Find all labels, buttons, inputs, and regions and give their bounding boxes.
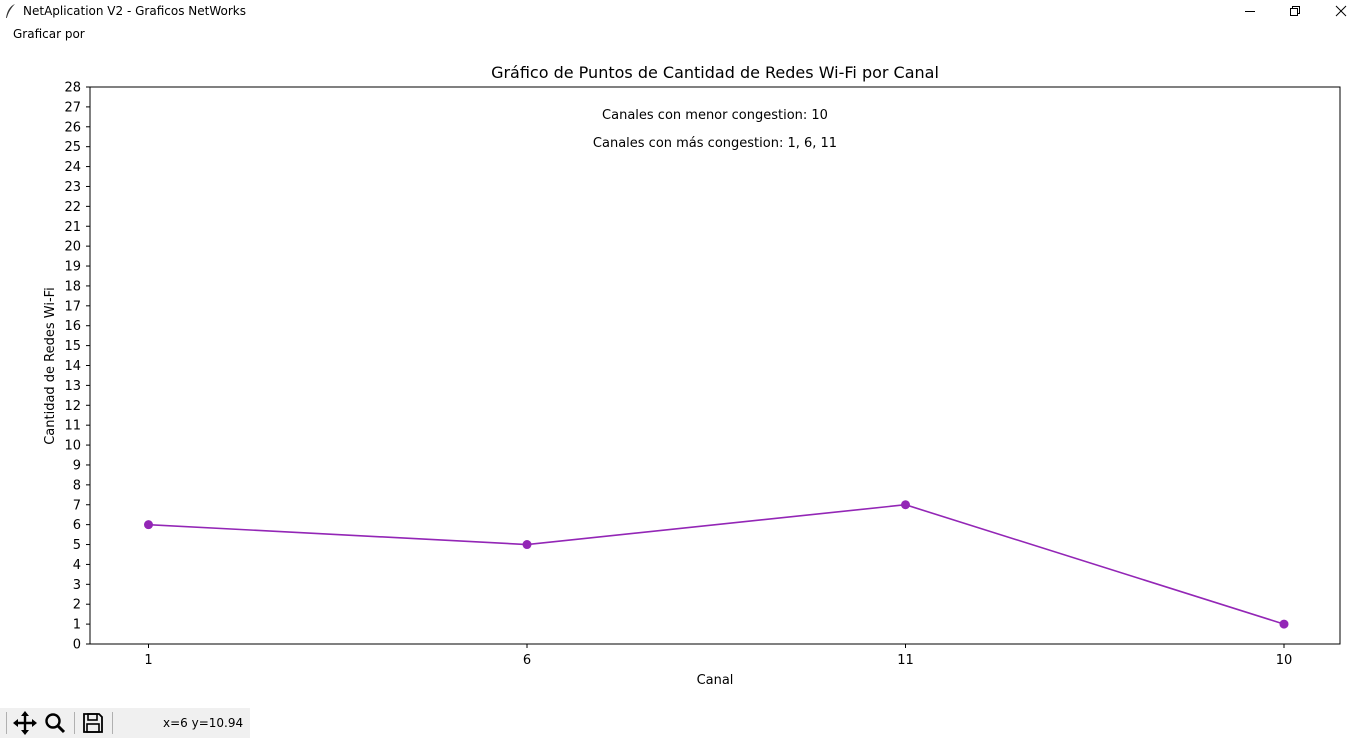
y-tick-label: 5 [73, 538, 81, 553]
x-tick-label: 1 [144, 653, 152, 668]
data-series [144, 500, 1289, 629]
menu-graficar-por[interactable]: Graficar por [13, 27, 85, 41]
zoom-button[interactable] [42, 711, 68, 735]
minimize-button[interactable] [1227, 0, 1273, 22]
toolbar-separator [112, 712, 113, 734]
y-tick-label: 26 [64, 120, 81, 135]
y-tick-label: 13 [64, 379, 81, 394]
y-tick-label: 21 [64, 220, 81, 235]
y-tick-label: 27 [64, 100, 81, 115]
save-icon [83, 713, 103, 733]
y-tick-label: 7 [73, 498, 81, 513]
y-tick-label: 6 [73, 518, 81, 533]
data-point [901, 500, 910, 510]
title-bar: NetAplication V2 - Graficos NetWorks [0, 0, 1366, 22]
y-tick-label: 11 [64, 419, 81, 434]
move-icon [13, 711, 37, 735]
y-tick-label: 19 [64, 260, 81, 275]
toolbar-separator [6, 712, 7, 734]
navigation-toolbar: x=6 y=10.94 [0, 708, 250, 738]
y-tick-label: 3 [73, 578, 81, 593]
cursor-coordinates: x=6 y=10.94 [163, 716, 244, 730]
plot-area [89, 86, 1341, 645]
y-tick-label: 15 [64, 339, 81, 354]
y-tick-label: 1 [73, 618, 81, 633]
data-point [1279, 619, 1289, 629]
feather-icon [6, 4, 15, 19]
menu-bar: Graficar por [0, 22, 1366, 44]
close-button[interactable] [1318, 0, 1364, 22]
series-line [148, 503, 1285, 625]
x-tick-label: 10 [1276, 653, 1293, 668]
y-tick-label: 8 [73, 478, 81, 493]
y-tick-label: 23 [64, 180, 81, 195]
x-tick-label: 6 [523, 653, 531, 668]
zoom-icon [45, 713, 66, 734]
pan-button[interactable] [12, 711, 38, 735]
y-tick-label: 10 [64, 439, 81, 454]
y-tick-label: 24 [64, 160, 81, 175]
y-tick-label: 22 [64, 200, 81, 215]
window-title: NetAplication V2 - Graficos NetWorks [23, 4, 246, 18]
y-tick-label: 9 [73, 458, 81, 473]
x-axis-label: Canal [697, 673, 734, 688]
save-button[interactable] [80, 711, 106, 735]
minimize-icon [1245, 11, 1255, 12]
y-tick-label: 28 [64, 81, 81, 96]
y-tick-label: 14 [64, 359, 81, 374]
chart-title: Gráfico de Puntos de Cantidad de Redes W… [491, 63, 939, 82]
y-tick-label: 16 [64, 319, 81, 334]
x-tick-label: 11 [897, 653, 914, 668]
y-tick-label: 20 [64, 240, 81, 255]
annotation-least-congestion: Canales con menor congestion: 10 [602, 108, 828, 123]
line-chart: Gráfico de Puntos de Cantidad de Redes W… [43, 63, 1341, 688]
y-tick-label: 12 [64, 399, 81, 414]
y-tick-label: 0 [73, 638, 81, 653]
restore-button[interactable] [1272, 0, 1318, 22]
toolbar-separator [74, 712, 75, 734]
y-tick-label: 17 [64, 299, 81, 314]
annotation-most-congestion: Canales con más congestion: 1, 6, 11 [593, 136, 837, 151]
y-axis: 0123456789101112131415161718192021222324… [64, 81, 90, 653]
y-tick-label: 18 [64, 279, 81, 294]
y-tick-label: 2 [73, 598, 81, 613]
y-tick-label: 25 [64, 140, 81, 155]
restore-icon [1290, 6, 1300, 16]
x-axis: 1 6 11 10 [144, 644, 1292, 668]
y-axis-label: Cantidad de Redes Wi-Fi [43, 287, 58, 445]
close-icon [1335, 5, 1347, 17]
data-point [522, 540, 532, 550]
data-point [144, 520, 153, 530]
y-tick-label: 4 [73, 558, 81, 573]
